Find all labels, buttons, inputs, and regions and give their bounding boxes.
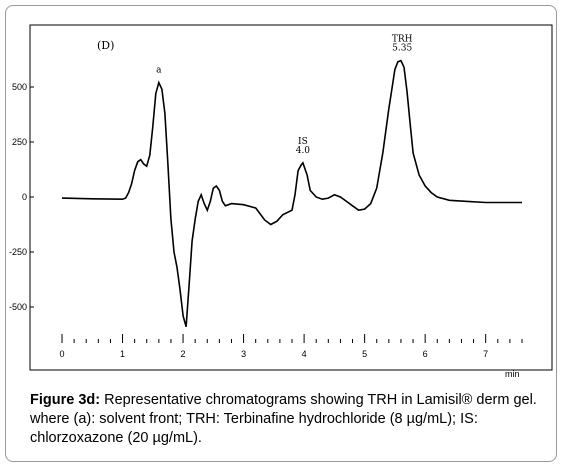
peak-annotation-label: 5.35 [392, 44, 412, 54]
x-tick-label: 7 [483, 349, 488, 359]
y-tick-label: 250 [12, 137, 27, 147]
caption-text: Representative chromatograms showing TRH… [30, 392, 537, 446]
peak-annotation-label: 4.0 [296, 146, 311, 156]
figure-label: Figure 3d: [30, 392, 101, 408]
panel-label: (D) [97, 39, 114, 52]
y-tick-label: -250 [9, 247, 27, 257]
figure-caption: Figure 3d: Representative chromatograms … [30, 391, 545, 448]
x-axis-label: min [505, 369, 520, 379]
y-tick-label: 500 [12, 82, 27, 92]
y-tick-label: -500 [9, 302, 27, 312]
x-tick-label: 5 [362, 349, 367, 359]
y-axis: 500 250 0 -250 -500 [9, 82, 34, 312]
peak-annotation-label: IS [298, 137, 308, 147]
x-tick-label: 0 [59, 349, 64, 359]
plot-border [29, 24, 553, 371]
x-tick-label: 1 [120, 349, 125, 359]
chromatogram-trace [61, 59, 522, 328]
x-tick-label: 2 [181, 349, 186, 359]
x-tick-label: 3 [241, 349, 246, 359]
peak-annotation-label: TRH [392, 35, 413, 45]
x-tick-label: 4 [302, 349, 307, 359]
y-tick-label: 0 [22, 192, 27, 202]
x-axis: 0 1 2 3 4 5 6 7 [59, 334, 523, 359]
x-tick-label: 6 [423, 349, 428, 359]
peak-annotation-label: a [156, 66, 162, 76]
